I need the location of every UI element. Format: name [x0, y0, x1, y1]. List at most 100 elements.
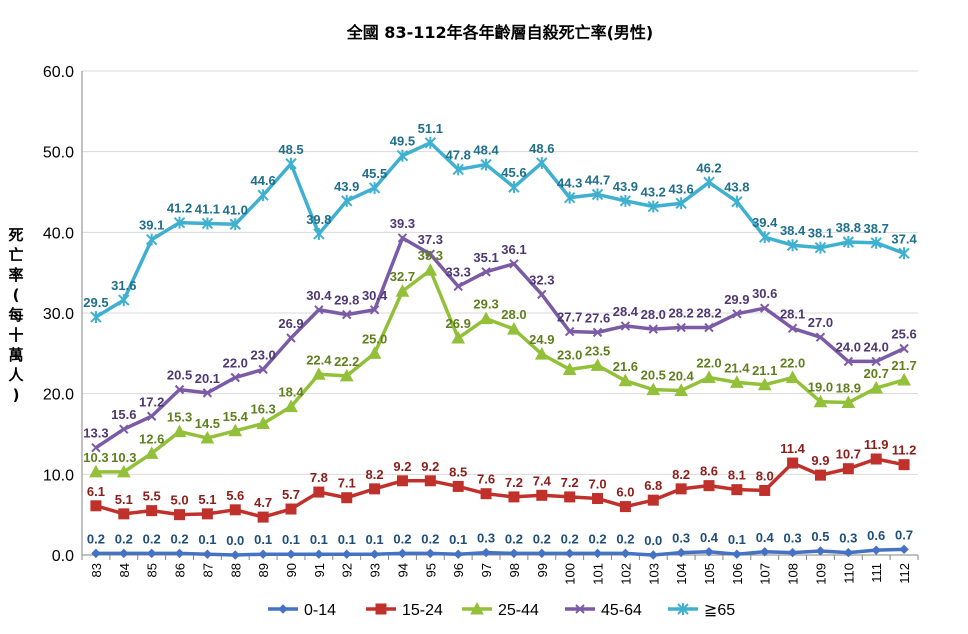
- data-point-marker: [563, 191, 576, 204]
- data-label: 43.8: [724, 180, 749, 195]
- data-label: 5.0: [170, 493, 188, 508]
- y-axis-title-char: 人: [8, 366, 24, 384]
- x-tick-label: 91: [312, 563, 327, 577]
- data-point-marker: [703, 480, 715, 492]
- data-point-marker: [869, 380, 884, 394]
- data-label: 6.0: [616, 485, 634, 500]
- y-tick-label: 50.0: [43, 145, 74, 162]
- data-label: 5.1: [115, 492, 133, 507]
- data-point-marker: [452, 480, 464, 492]
- data-point-marker: [787, 457, 799, 469]
- data-point-marker: [118, 508, 130, 520]
- legend-item[interactable]: 25-44: [462, 601, 539, 619]
- data-label: 35.3: [418, 248, 443, 263]
- data-label: 7.8: [310, 470, 328, 485]
- data-point-marker: [146, 505, 158, 517]
- data-point-marker: [564, 326, 575, 337]
- data-point-marker: [899, 343, 909, 354]
- data-point-marker: [508, 491, 520, 503]
- data-point-marker: [202, 388, 213, 398]
- data-point-marker: [898, 247, 910, 260]
- legend-item[interactable]: 45-64: [565, 602, 642, 619]
- data-point-marker: [339, 368, 354, 382]
- data-label: 21.7: [891, 358, 916, 373]
- data-point-marker: [174, 384, 185, 395]
- data-label: 46.2: [696, 160, 721, 175]
- data-point-marker: [592, 548, 603, 559]
- data-label: 18.9: [836, 381, 861, 396]
- data-point-marker: [676, 322, 686, 333]
- x-tick-label: 107: [758, 563, 773, 585]
- x-tick-label: 112: [897, 563, 912, 584]
- data-point-marker: [342, 309, 352, 320]
- legend-item[interactable]: 0-14: [268, 602, 336, 619]
- data-label: 43.2: [641, 185, 666, 200]
- data-label: 0.2: [393, 531, 411, 546]
- data-label: 44.7: [585, 172, 610, 187]
- data-point-marker: [759, 231, 771, 244]
- series-line: [95, 268, 905, 474]
- data-point-marker: [732, 309, 742, 319]
- data-point-marker: [575, 604, 585, 614]
- data-point-marker: [119, 424, 129, 434]
- x-tick-label: 87: [200, 563, 215, 577]
- data-point-marker: [314, 305, 324, 315]
- data-label: 21.6: [613, 359, 638, 374]
- data-label: 26.9: [278, 316, 303, 331]
- data-point-marker: [592, 327, 603, 338]
- data-label: 6.8: [644, 478, 662, 493]
- legend-item[interactable]: ≧65: [668, 602, 735, 619]
- data-point-marker: [537, 548, 547, 559]
- data-point-marker: [453, 281, 463, 292]
- data-point-marker: [91, 548, 101, 559]
- data-point-marker: [534, 347, 549, 360]
- gridlines: [82, 70, 918, 556]
- x-tick-label: 103: [646, 563, 661, 585]
- data-point-marker: [730, 375, 744, 388]
- data-point-marker: [396, 149, 409, 162]
- data-point-marker: [285, 503, 297, 515]
- data-label: 24.9: [529, 332, 554, 347]
- data-point-marker: [369, 305, 380, 315]
- data-point-marker: [230, 372, 240, 383]
- data-point-marker: [395, 284, 410, 297]
- data-point-marker: [174, 509, 186, 521]
- data-label: 35.1: [473, 250, 498, 265]
- x-tick-label: 95: [423, 563, 438, 577]
- data-point-marker: [760, 547, 770, 557]
- data-label: 9.2: [421, 459, 439, 474]
- data-label: 27.7: [557, 310, 582, 325]
- data-label: 39.3: [390, 216, 415, 231]
- data-point-marker: [592, 493, 604, 505]
- x-tick-label: 85: [145, 563, 160, 577]
- data-point-marker: [897, 372, 911, 386]
- data-label: 41.0: [223, 202, 248, 217]
- x-tick-label: 86: [173, 563, 188, 577]
- data-point-marker: [257, 189, 269, 202]
- data-point-marker: [757, 377, 772, 391]
- data-point-marker: [341, 194, 353, 207]
- data-point-marker: [425, 249, 436, 259]
- data-point-marker: [172, 424, 187, 438]
- y-axis-title-char: (: [13, 286, 20, 304]
- y-axis-title-char: 每: [8, 306, 23, 324]
- legend[interactable]: 0-14 15-24 25-44 45-64 ≧65: [268, 601, 735, 619]
- data-point-marker: [480, 488, 492, 500]
- legend-item[interactable]: 15-24: [366, 602, 443, 619]
- data-point-marker: [760, 303, 770, 313]
- data-label: 43.9: [334, 179, 359, 194]
- data-label: 37.3: [418, 232, 443, 247]
- data-label: 29.9: [724, 292, 749, 307]
- data-label: 0.1: [366, 532, 384, 547]
- data-point-marker: [313, 227, 325, 240]
- data-label: 38.8: [836, 220, 861, 235]
- data-label: 29.3: [473, 297, 498, 312]
- data-point-marker: [702, 370, 716, 384]
- data-point-marker: [536, 156, 548, 169]
- x-tick-label: 106: [730, 563, 745, 585]
- data-label: 25.6: [891, 326, 916, 341]
- data-label: 44.6: [250, 173, 275, 188]
- data-point-marker: [843, 547, 854, 558]
- x-axis-ticks: 83 84 85 86 87 88 89 90 91 92 93 94 95 96 97 98 99 100 101…: [89, 563, 912, 585]
